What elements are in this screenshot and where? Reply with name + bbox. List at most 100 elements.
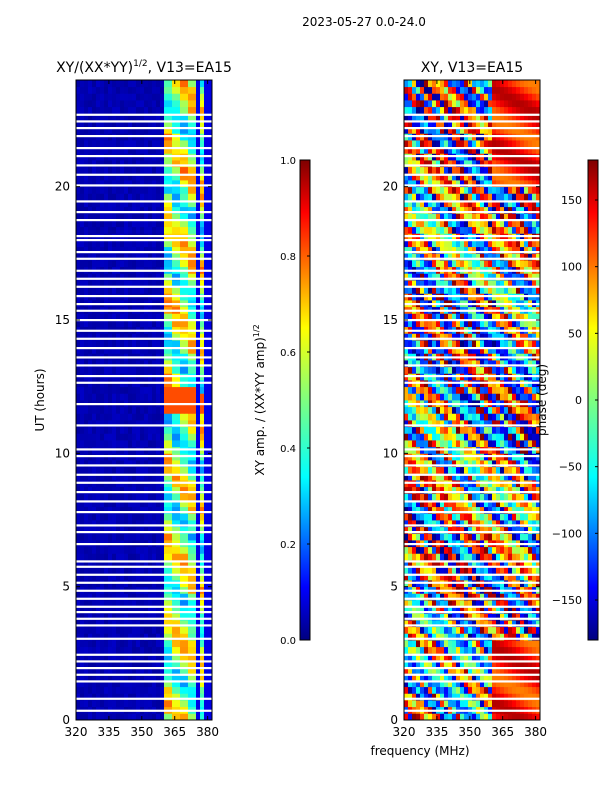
heatmap-cell [116,113,121,121]
heatmap-cell [104,506,109,514]
heatmap-cell [88,186,93,194]
heatmap-cell [184,286,189,294]
data-gap-line [76,295,212,298]
heatmap-cell [524,700,529,708]
heatmap-cell [172,413,177,421]
heatmap-cell [124,313,129,321]
heatmap-cell [456,426,461,434]
heatmap-cell [76,240,81,248]
heatmap-cell [152,606,157,614]
heatmap-cell [112,613,117,621]
heatmap-cell [196,660,201,668]
heatmap-cell [116,493,121,501]
heatmap-cell [420,433,425,441]
heatmap-cell [496,406,501,414]
heatmap-cell [160,213,165,221]
heatmap-cell [136,600,141,608]
heatmap-cell [416,653,421,661]
heatmap-cell [408,566,413,574]
heatmap-cell [128,473,133,481]
heatmap-cell [504,460,509,468]
heatmap-cell [84,340,89,348]
heatmap-cell [428,673,433,681]
heatmap-cell [76,286,81,294]
heatmap-cell [472,533,477,541]
heatmap-cell [520,406,525,414]
heatmap-cell [496,613,501,621]
heatmap-cell [444,573,449,581]
heatmap-cell [524,506,529,514]
heatmap-cell [100,673,105,681]
heatmap-cell [516,466,521,474]
heatmap-cell [104,193,109,201]
heatmap-cell [160,600,165,608]
heatmap-cell [116,593,121,601]
heatmap-cell [152,640,157,648]
heatmap-cell [196,86,201,94]
heatmap-cell [460,566,465,574]
heatmap-cell [148,113,153,121]
y-tick-label: 5 [62,580,70,594]
heatmap-cell [84,600,89,608]
heatmap-cell [208,413,213,421]
heatmap-cell [176,280,181,288]
heatmap-cell [184,713,189,721]
heatmap-cell [76,186,81,194]
heatmap-cell [100,313,105,321]
heatmap-cell [88,566,93,574]
heatmap-cell [96,340,101,348]
heatmap-cell [116,280,121,288]
heatmap-cell [404,606,409,614]
heatmap-cell [112,520,117,528]
heatmap-cell [444,600,449,608]
heatmap-cell [128,646,133,654]
heatmap-cell [100,160,105,168]
heatmap-cell [200,513,205,521]
heatmap-cell [120,180,125,188]
heatmap-cell [196,193,201,201]
heatmap-cell [168,440,173,448]
heatmap-cell [164,486,169,494]
heatmap-cell [200,573,205,581]
heatmap-cell [404,593,409,601]
heatmap-cell [176,440,181,448]
heatmap-cell [144,146,149,154]
heatmap-cell [416,593,421,601]
heatmap-cell [168,620,173,628]
heatmap-cell [92,273,97,281]
heatmap-cell [516,626,521,634]
heatmap-cell [108,80,113,88]
heatmap-cell [168,80,173,88]
heatmap-cell [144,526,149,534]
heatmap-cell [192,646,197,654]
heatmap-cell [140,360,145,368]
heatmap-cell [172,393,177,401]
heatmap-cell [204,366,209,374]
heatmap-cell [476,420,481,428]
heatmap-cell [104,633,109,641]
heatmap-cell [448,440,453,448]
heatmap-cell [168,226,173,234]
heatmap-cell [128,660,133,668]
heatmap-cell [156,653,161,661]
heatmap-cell [164,126,169,134]
heatmap-cell [168,333,173,341]
heatmap-cell [488,686,493,694]
heatmap-cell [136,693,141,701]
heatmap-cell [200,520,205,528]
heatmap-cell [456,646,461,654]
heatmap-cell [532,406,537,414]
heatmap-cell [196,646,201,654]
heatmap-cell [144,626,149,634]
heatmap-cell [144,566,149,574]
heatmap-cell [528,633,533,641]
heatmap-cell [456,660,461,668]
heatmap-cell [204,640,209,648]
heatmap-cell [500,600,505,608]
heatmap-cell [76,226,81,234]
heatmap-cell [456,573,461,581]
heatmap-cell [412,680,417,688]
heatmap-cell [476,466,481,474]
heatmap-cell [88,226,93,234]
heatmap-cell [132,700,137,708]
